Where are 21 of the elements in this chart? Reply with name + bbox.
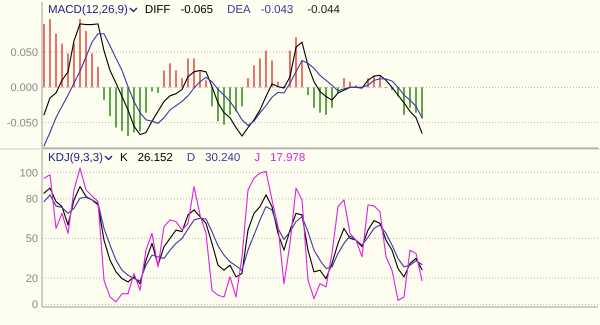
series-label: J [254, 152, 260, 164]
y-tick-label: 50 [26, 233, 38, 246]
y-tick-label: 0 [32, 299, 38, 312]
annotation: 17.978 [270, 152, 306, 164]
annotation: 26.152 [138, 152, 173, 164]
y-tick-label: 0.000 [10, 82, 38, 94]
chart-title: MACD(12,26,9) [48, 4, 128, 16]
y-tick-label: 80 [26, 194, 38, 206]
text: DIFF [144, 4, 170, 16]
y-tick-label: 100 [20, 167, 38, 180]
y-tick-label: 20 [26, 272, 38, 285]
y-tick-label: 0.050 [10, 46, 38, 59]
annotation: -0.044 [307, 4, 341, 16]
annotation: -0.043 [260, 4, 294, 16]
text: DEA [227, 4, 252, 16]
text: D [186, 152, 196, 164]
text: K [120, 152, 128, 164]
annotation: -0.065 [180, 4, 214, 16]
chart-title: KDJ(9,3,3) [48, 152, 104, 164]
y-tick-label: -0.050 [6, 117, 38, 130]
annotation: 30.240 [205, 152, 240, 164]
